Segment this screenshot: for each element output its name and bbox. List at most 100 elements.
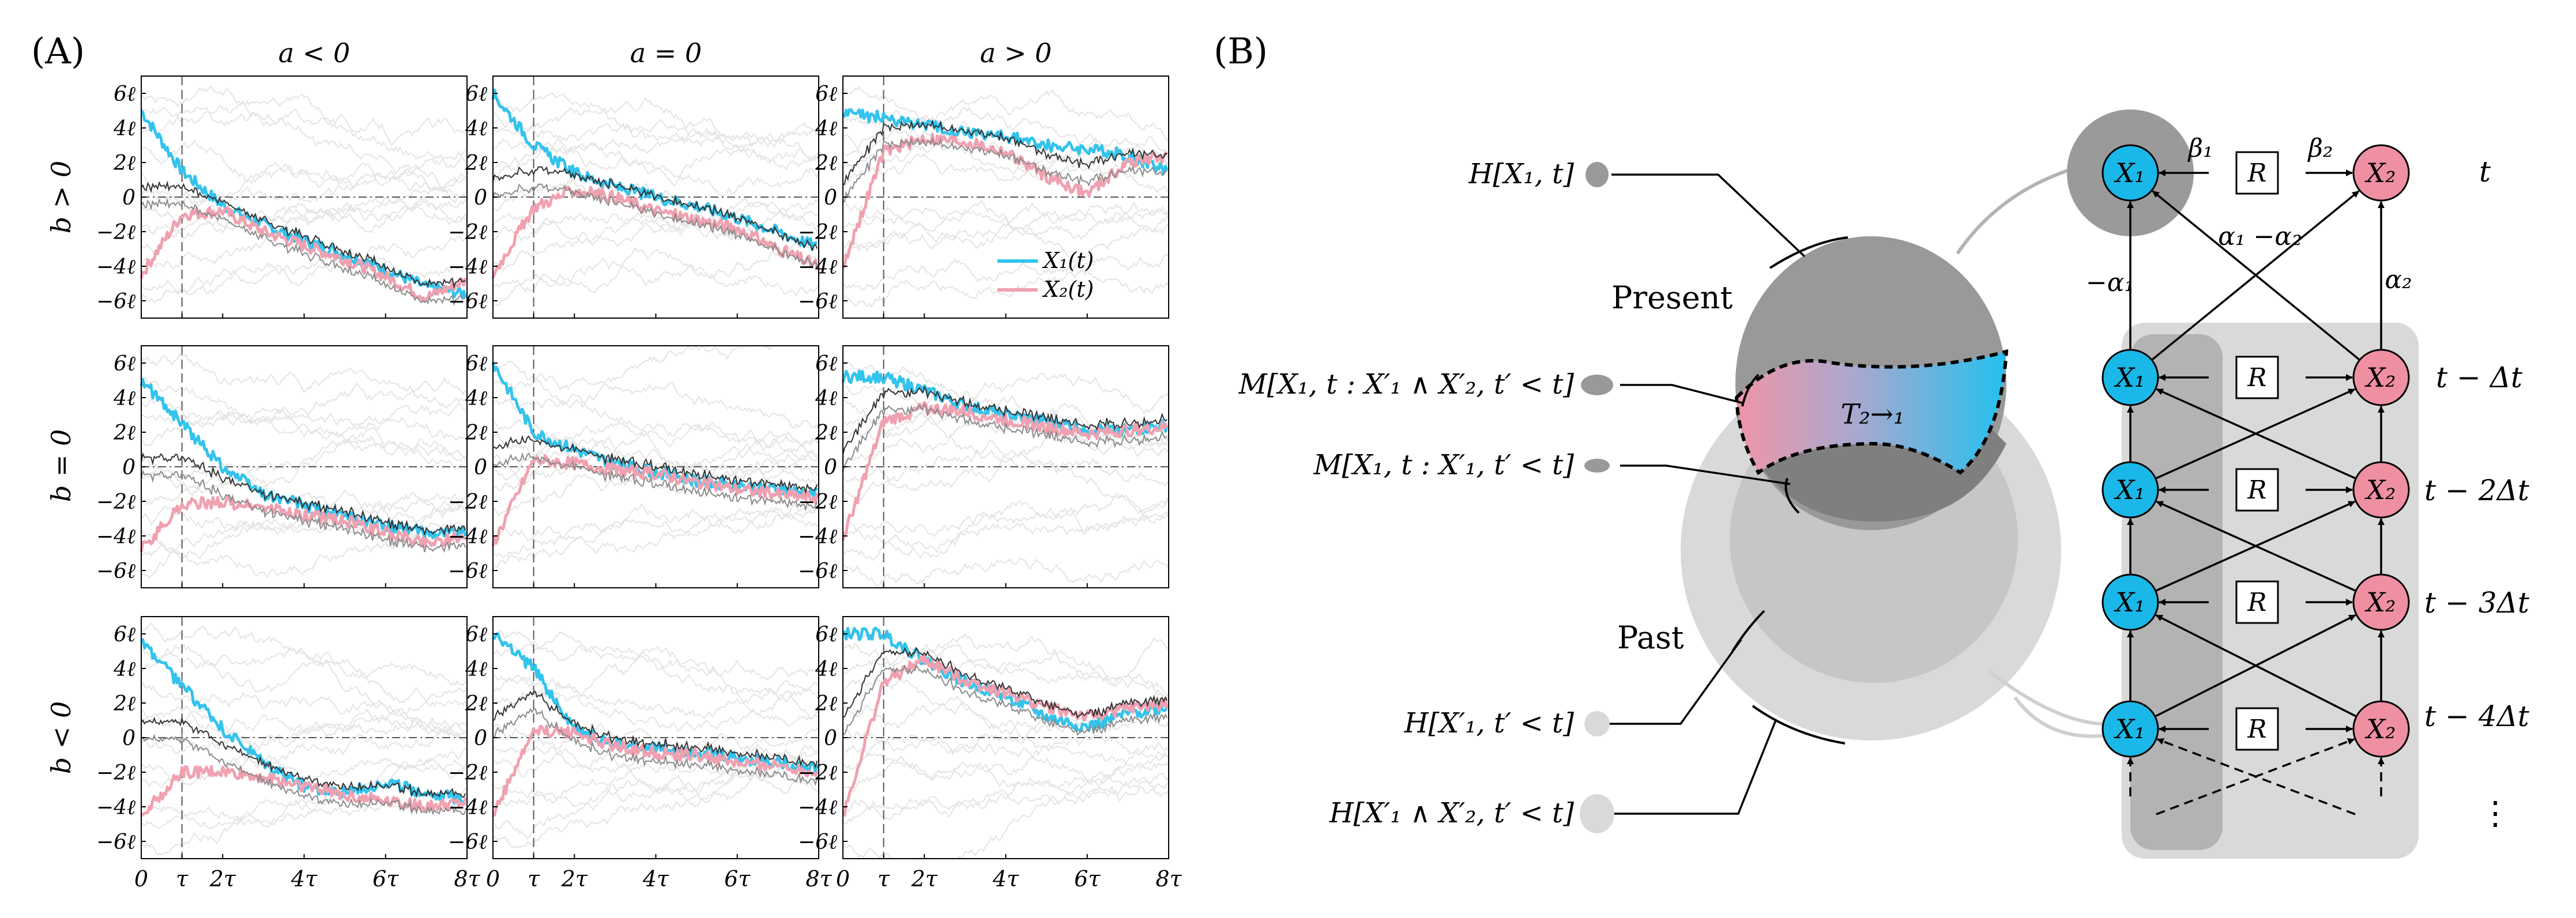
y-tick-label: 6ℓ <box>815 623 837 647</box>
r-label: R <box>2247 475 2266 505</box>
transfer-entropy-label: T₂→₁ <box>1841 398 1905 430</box>
x-tick-label: 6τ <box>372 866 399 891</box>
background-trajectory <box>492 502 819 571</box>
edge-arrow <box>2152 190 2360 361</box>
background-trajectory <box>141 85 468 191</box>
background-trajectory <box>842 90 1169 141</box>
background-trajectory <box>842 126 1169 194</box>
present-label: Present <box>1611 279 1733 316</box>
x-tick-label: 8τ <box>454 866 480 891</box>
background-trajectory <box>492 398 819 473</box>
background-trajectory <box>141 475 468 524</box>
series-x2 <box>491 454 819 547</box>
y-tick-label: 6ℓ <box>815 352 837 376</box>
background-trajectory <box>141 644 468 687</box>
r-box <box>2235 356 2279 399</box>
label-h-past: H[X′₁, t′ < t] <box>1404 707 1575 739</box>
subplot-3-2: 6ℓ 4ℓ 2ℓ 0 −2ℓ −4ℓ −6ℓ 0 τ 2τ 4τ 6τ 8τ <box>448 616 833 891</box>
r-box <box>2235 707 2279 751</box>
y-tick-label: −2ℓ <box>448 490 487 514</box>
background-trajectory <box>842 495 1169 538</box>
marker-h-joint-past <box>1580 794 1614 833</box>
node-x2 <box>2352 573 2410 631</box>
mean-trace-secondary <box>492 183 818 269</box>
background-trajectory <box>842 715 1169 757</box>
mean-trace-secondary <box>492 708 818 786</box>
y-tick-label: −4ℓ <box>448 525 487 549</box>
y-tick-label: 2ℓ <box>113 692 135 716</box>
subplot-1-1: 6ℓ 4ℓ 2ℓ 0 −2ℓ −4ℓ −6ℓ <box>96 75 468 319</box>
y-tick-label: −6ℓ <box>798 290 837 313</box>
y-tick-label: 2ℓ <box>815 421 837 445</box>
leader-h-present <box>1611 173 1806 258</box>
background-trajectory <box>492 755 819 849</box>
node-x1 <box>2102 349 2159 406</box>
background-trajectory <box>842 207 1169 240</box>
y-tick-label: −2ℓ <box>96 490 135 514</box>
past-label: Past <box>1617 619 1684 656</box>
y-tick-label: 2ℓ <box>465 152 487 175</box>
alpha2-label: α₂ <box>2385 265 2412 294</box>
beta1-label: β₁ <box>2187 134 2213 163</box>
y-tick-label: 6ℓ <box>114 82 135 106</box>
background-trajectory <box>492 675 819 727</box>
label-m-joint: M[X₁, t : X′₁ ∧ X′₂, t′ < t] <box>1238 368 1574 401</box>
background-trajectory <box>842 772 1169 860</box>
y-tick-label: 4ℓ <box>815 387 837 410</box>
alpha-diff-label: α₁ −α₂ <box>2218 222 2302 251</box>
subplot-2-1: 6ℓ 4ℓ 2ℓ 0 −2ℓ −4ℓ −6ℓ <box>96 345 468 588</box>
background-trajectory <box>492 106 819 163</box>
node-x2 <box>2352 461 2410 519</box>
r-label: R <box>2247 588 2266 617</box>
node-x2-label: X₂ <box>2364 713 2396 745</box>
edge-arrow <box>2156 500 2356 592</box>
y-tick-label: 0 <box>824 186 837 210</box>
y-tick-label: 0 <box>474 186 487 210</box>
background-trajectory <box>492 198 819 242</box>
background-trajectory <box>141 729 468 789</box>
y-tick-label: 6ℓ <box>465 82 487 106</box>
y-tick-label: −2ℓ <box>798 490 837 514</box>
subplot-1-2: 6ℓ 4ℓ 2ℓ 0 −2ℓ −4ℓ −6ℓ <box>448 75 819 319</box>
y-tick-label: 2ℓ <box>815 152 837 175</box>
m-single-arc <box>1784 478 1800 514</box>
x-tick-label: 8τ <box>1155 866 1182 891</box>
y-tick-label: −6ℓ <box>448 290 487 313</box>
background-trajectory <box>141 376 468 441</box>
network-edges <box>2127 169 2385 815</box>
leader-m-joint <box>1620 384 1745 405</box>
y-tick-label: −4ℓ <box>798 796 837 819</box>
y-tick-label: −6ℓ <box>448 560 487 583</box>
node-x2-label: X₂ <box>2364 157 2396 188</box>
y-tick-label: 2ℓ <box>113 152 135 175</box>
background-trajectory <box>842 214 1169 263</box>
marker-m-joint <box>1581 375 1613 395</box>
background-trajectory <box>842 269 1169 308</box>
background-trajectory <box>141 204 468 270</box>
r-label: R <box>2247 715 2266 744</box>
mean-trace-secondary <box>141 198 466 307</box>
y-tick-label: −2ℓ <box>798 761 837 785</box>
y-tick-label: 2ℓ <box>815 692 837 716</box>
series-x1 <box>841 108 1169 175</box>
y-tick-label: −2ℓ <box>798 221 837 244</box>
edge-arrow <box>2155 614 2357 717</box>
y-tick-label: 4ℓ <box>465 387 487 410</box>
node-x2-label: X₂ <box>2364 587 2396 618</box>
background-trajectory <box>141 438 468 487</box>
background-trajectory <box>842 358 1169 415</box>
r-label: R <box>2247 363 2266 392</box>
node-x1-label: X₁ <box>2114 474 2145 505</box>
x-tick-label: 0 <box>836 866 850 891</box>
y-tick-label: −2ℓ <box>448 761 487 785</box>
node-x1 <box>2102 461 2159 519</box>
node-x1-label: X₁ <box>2114 587 2145 618</box>
series-x2 <box>842 655 1169 817</box>
background-trajectory <box>141 436 468 494</box>
subplot-1-3: 6ℓ 4ℓ 2ℓ 0 −2ℓ −4ℓ −6ℓ <box>798 75 1169 319</box>
background-trajectory <box>842 633 1169 702</box>
y-tick-label: 4ℓ <box>113 658 135 681</box>
edge-arrow <box>2156 388 2356 479</box>
row-title-b-pos: b > 0 <box>46 161 77 234</box>
